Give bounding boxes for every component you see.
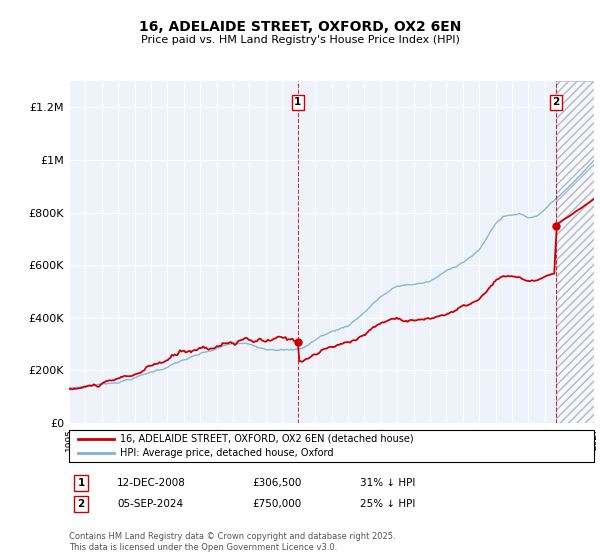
Text: Price paid vs. HM Land Registry's House Price Index (HPI): Price paid vs. HM Land Registry's House … [140, 35, 460, 45]
Text: 2: 2 [77, 499, 85, 509]
Text: 16, ADELAIDE STREET, OXFORD, OX2 6EN (detached house): 16, ADELAIDE STREET, OXFORD, OX2 6EN (de… [120, 433, 413, 444]
Text: 16, ADELAIDE STREET, OXFORD, OX2 6EN: 16, ADELAIDE STREET, OXFORD, OX2 6EN [139, 20, 461, 34]
Text: £306,500: £306,500 [252, 478, 301, 488]
Text: HPI: Average price, detached house, Oxford: HPI: Average price, detached house, Oxfo… [120, 448, 334, 458]
Text: 1: 1 [77, 478, 85, 488]
Point [551, 221, 560, 230]
Text: Contains HM Land Registry data © Crown copyright and database right 2025.
This d: Contains HM Land Registry data © Crown c… [69, 532, 395, 552]
Text: 1: 1 [294, 97, 301, 107]
Point [293, 338, 302, 347]
Text: 12-DEC-2008: 12-DEC-2008 [117, 478, 186, 488]
Text: 25% ↓ HPI: 25% ↓ HPI [360, 499, 415, 509]
Text: 31% ↓ HPI: 31% ↓ HPI [360, 478, 415, 488]
Text: 2: 2 [552, 97, 559, 107]
Text: 05-SEP-2024: 05-SEP-2024 [117, 499, 183, 509]
Text: £750,000: £750,000 [252, 499, 301, 509]
